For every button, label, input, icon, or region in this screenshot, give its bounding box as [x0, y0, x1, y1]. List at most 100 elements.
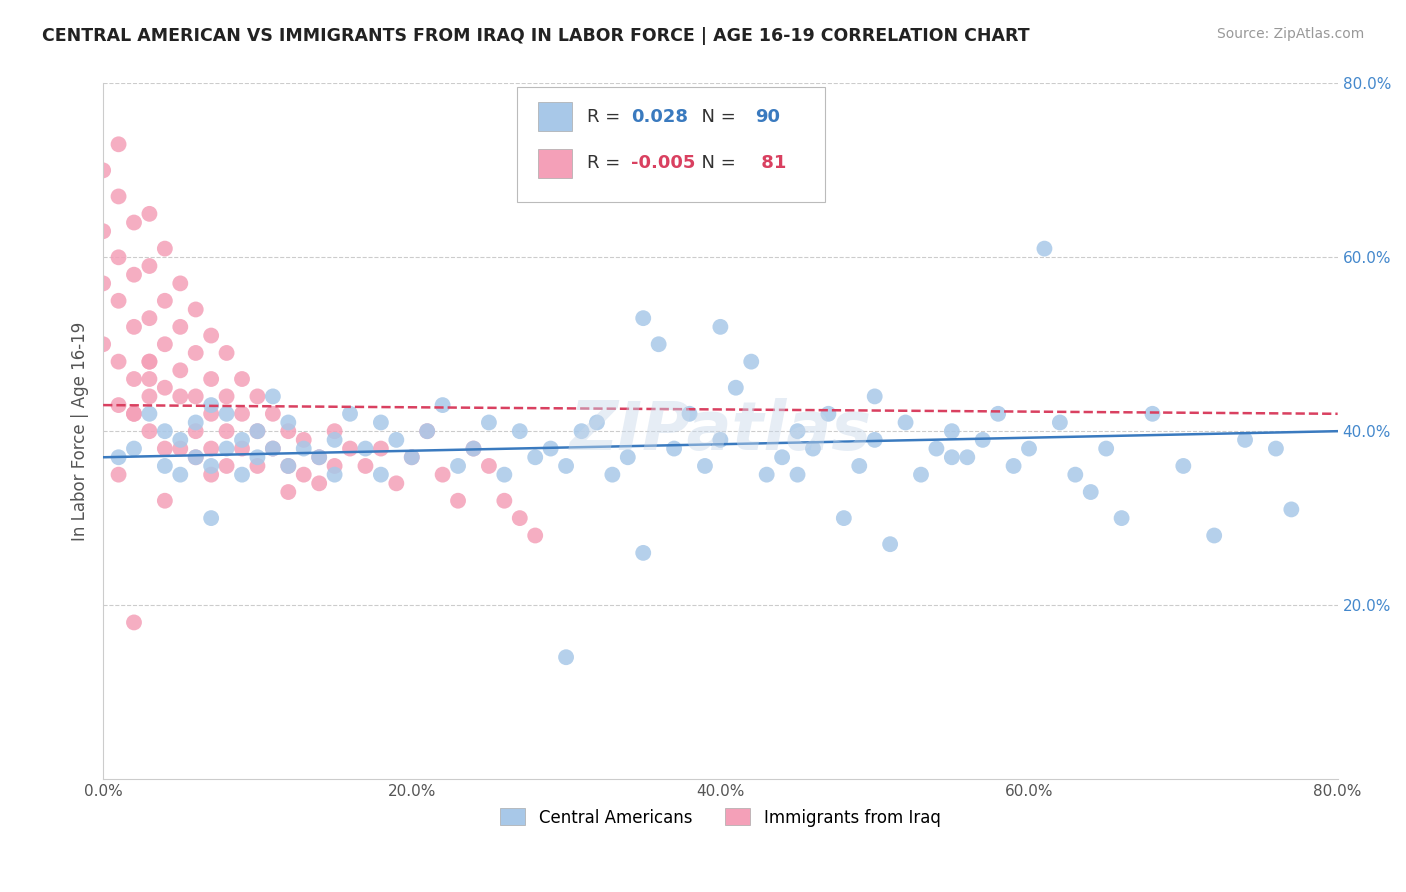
Point: [354, 442, 377, 456]
Point: [617, 450, 640, 465]
Point: [1173, 458, 1195, 473]
Point: [385, 433, 408, 447]
Point: [339, 407, 361, 421]
Point: [107, 293, 129, 308]
Point: [416, 424, 439, 438]
Point: [401, 450, 423, 465]
Point: [925, 442, 948, 456]
FancyBboxPatch shape: [516, 87, 825, 202]
Point: [122, 407, 145, 421]
Point: [354, 458, 377, 473]
Point: [246, 424, 269, 438]
Text: ZIPatlas: ZIPatlas: [569, 398, 872, 464]
Point: [153, 337, 176, 351]
Point: [432, 467, 454, 482]
Point: [786, 424, 808, 438]
Point: [184, 389, 207, 403]
Point: [524, 528, 547, 542]
Point: [941, 450, 963, 465]
Point: [169, 277, 191, 291]
Point: [292, 467, 315, 482]
Point: [910, 467, 932, 482]
Point: [848, 458, 870, 473]
Point: [1279, 502, 1302, 516]
Point: [555, 650, 578, 665]
Point: [153, 442, 176, 456]
Point: [215, 442, 238, 456]
Point: [478, 458, 501, 473]
Point: [107, 398, 129, 412]
Point: [138, 354, 160, 368]
Point: [246, 450, 269, 465]
Point: [153, 242, 176, 256]
Point: [138, 354, 160, 368]
FancyBboxPatch shape: [537, 149, 572, 178]
Point: [277, 485, 299, 500]
Point: [509, 511, 531, 525]
Point: [863, 433, 886, 447]
Point: [956, 450, 979, 465]
Point: [231, 433, 253, 447]
Point: [586, 416, 609, 430]
Point: [262, 407, 284, 421]
Point: [770, 450, 793, 465]
Point: [1111, 511, 1133, 525]
Point: [122, 442, 145, 456]
Point: [941, 424, 963, 438]
Point: [678, 407, 700, 421]
Text: N =: N =: [689, 108, 741, 126]
Point: [246, 389, 269, 403]
Point: [308, 450, 330, 465]
Point: [122, 215, 145, 229]
Point: [463, 442, 485, 456]
Point: [416, 424, 439, 438]
Point: [215, 458, 238, 473]
Point: [138, 407, 160, 421]
Point: [231, 442, 253, 456]
Point: [555, 458, 578, 473]
Point: [724, 381, 747, 395]
Point: [786, 467, 808, 482]
Point: [1234, 433, 1257, 447]
Point: [91, 163, 114, 178]
Point: [215, 346, 238, 360]
Text: 0.028: 0.028: [631, 108, 689, 126]
Point: [169, 467, 191, 482]
Point: [246, 458, 269, 473]
Point: [91, 337, 114, 351]
Point: [277, 458, 299, 473]
Point: [323, 424, 346, 438]
Point: [200, 442, 222, 456]
Legend: Central Americans, Immigrants from Iraq: Central Americans, Immigrants from Iraq: [494, 802, 948, 833]
Point: [447, 458, 470, 473]
Point: [184, 424, 207, 438]
Point: [1095, 442, 1118, 456]
Text: R =: R =: [588, 108, 626, 126]
Point: [153, 381, 176, 395]
Point: [509, 424, 531, 438]
Point: [200, 398, 222, 412]
Point: [463, 442, 485, 456]
Point: [138, 372, 160, 386]
Point: [1080, 485, 1102, 500]
Point: [647, 337, 669, 351]
Point: [323, 467, 346, 482]
Point: [262, 389, 284, 403]
Point: [122, 268, 145, 282]
Point: [972, 433, 994, 447]
Point: [184, 416, 207, 430]
Point: [262, 442, 284, 456]
Point: [432, 398, 454, 412]
FancyBboxPatch shape: [537, 103, 572, 131]
Text: -0.005: -0.005: [631, 154, 696, 172]
Point: [1033, 242, 1056, 256]
Point: [91, 277, 114, 291]
Point: [246, 424, 269, 438]
Point: [693, 458, 716, 473]
Point: [894, 416, 917, 430]
Point: [262, 442, 284, 456]
Point: [153, 458, 176, 473]
Point: [153, 293, 176, 308]
Point: [231, 407, 253, 421]
Point: [292, 442, 315, 456]
